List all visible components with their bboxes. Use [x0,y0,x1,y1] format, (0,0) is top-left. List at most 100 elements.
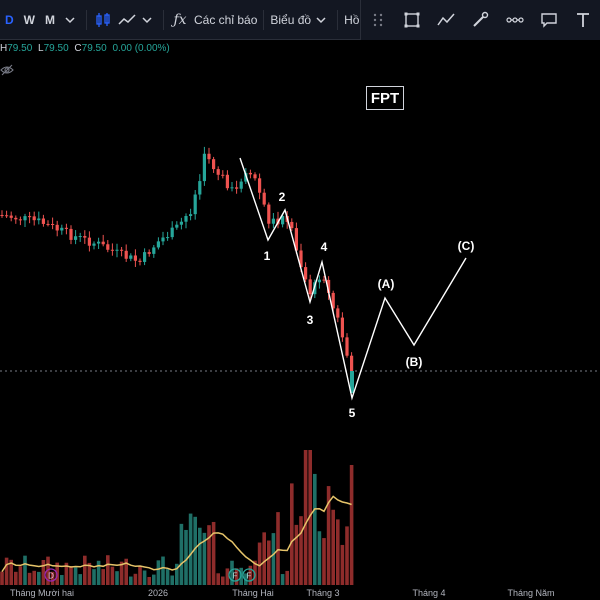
candle-body [32,216,36,221]
candle-body [258,178,262,193]
drag-handle-icon[interactable] [368,10,388,30]
candles [0,146,354,393]
candle-body [244,172,248,182]
volume-bar [115,571,119,585]
dividend-badge[interactable] [44,568,58,582]
volume-bar [50,571,55,585]
volume-bar [317,531,322,585]
volume-bar [262,532,266,585]
candle-body [336,308,340,318]
candle-body [5,215,9,217]
volume-bar [313,473,317,585]
candle-body [106,244,110,250]
volume-bar [119,561,124,585]
trend-path-tool-icon[interactable] [436,10,456,30]
hide-eye-icon[interactable] [0,63,14,77]
x-tick-label: Tháng Mười hai [10,588,74,598]
volume-bar [129,576,133,585]
text-tool-icon[interactable] [573,10,593,30]
indicators-label: Các chỉ báo [194,12,258,27]
chevron-down-icon[interactable] [137,10,157,30]
candle-body [230,187,234,189]
wave-label-5: 5 [349,406,356,420]
candle-body [55,224,59,231]
candle-body [267,204,271,224]
volume-bar [336,519,340,585]
volume-bar [14,571,18,585]
candle-body [0,215,4,216]
low-value: 79.50 [43,43,69,54]
volume-bar [23,555,27,585]
symbol-label-box[interactable]: FPT [366,86,404,110]
volume-bar [267,540,271,585]
candle-body [133,255,137,261]
interval-month-button[interactable]: M [45,12,55,27]
candle-body [64,227,68,229]
volume-bar [64,562,69,585]
wave-label-a: (A) [378,277,395,291]
wave-label-2: 2 [279,190,286,204]
candle-body [340,317,344,338]
volume-bar [110,566,115,585]
rectangle-tool-icon[interactable] [402,10,422,30]
volume-bar [308,450,312,585]
volume-bar [41,559,46,585]
volume-bar [294,524,299,585]
candle-body [327,279,331,293]
event-badges: D F F [44,568,256,582]
chart-type-dropdown[interactable]: Biểu đồ [270,10,331,30]
candle-body [308,279,312,295]
chevron-down-icon [311,10,331,30]
wave-label-1: 1 [264,249,271,263]
volume-bar [184,529,188,585]
volume-bar [211,521,216,585]
divider [163,9,164,30]
candle-body [235,187,239,189]
indicators-button[interactable]: ƒx Các chỉ báo [170,10,257,30]
volume-bar [69,566,73,585]
measure-tool-icon[interactable] [505,10,525,30]
volume-bar [0,571,4,585]
volume-bar [303,450,308,585]
candle-body [110,249,114,251]
ohlc-legend: O H79.50 L79.50 C79.50 0.00 (0.00%) [0,43,170,54]
candle-body [166,237,170,239]
volume-bar [198,527,202,585]
volume-bar [92,569,96,585]
x-tick-label: Tháng Hai [232,588,274,598]
volume-bar [340,544,345,585]
volume-bar [230,560,234,585]
candle-body [179,221,183,225]
candle-body [170,227,174,238]
interval-week-button[interactable]: W [23,12,35,27]
volume-bar [188,513,193,585]
candlestick-icon[interactable] [93,10,113,30]
candle-body [175,224,179,228]
volume-bar [124,558,128,585]
volume-bar [290,483,294,585]
brush-tool-icon[interactable] [470,10,490,30]
chevron-down-icon[interactable] [60,10,80,30]
candle-body [124,250,128,259]
volume-bars [0,450,354,585]
volume-ma-line [1,495,352,573]
interval-day-button[interactable]: D [5,12,14,27]
candle-body [248,172,252,175]
candle-body [120,249,124,251]
comment-tool-icon[interactable] [539,10,559,30]
volume-bar [271,533,276,585]
candle-body [299,250,303,268]
candle-body [216,169,220,175]
wave-label-c: (C) [458,239,475,253]
volume-bar [345,526,349,585]
financial-badge-label: F [247,572,252,581]
close-label: C [74,43,82,54]
financial-badge[interactable] [242,568,256,582]
candle-body [60,227,64,231]
line-chart-icon[interactable] [117,10,137,30]
candle-body [97,241,101,244]
financial-badge[interactable] [228,568,242,582]
candle-body [101,241,105,245]
volume-bar [37,571,41,585]
